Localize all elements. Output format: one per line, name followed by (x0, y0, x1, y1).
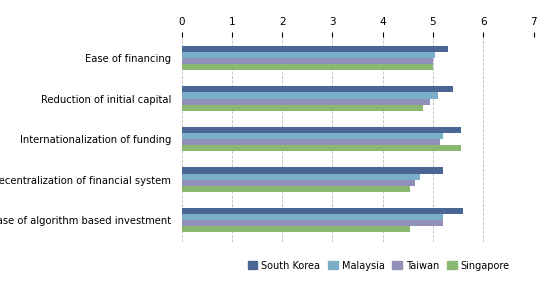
Bar (182, 180, 415, 186)
Bar (182, 99, 431, 105)
Bar (182, 145, 460, 151)
Bar (182, 52, 436, 58)
Bar (182, 186, 410, 192)
Bar (182, 86, 453, 92)
Bar (182, 92, 438, 99)
Bar (182, 46, 448, 52)
Bar (182, 105, 423, 111)
Bar (182, 58, 433, 64)
Bar (182, 226, 410, 232)
Bar (182, 174, 420, 180)
Bar (182, 127, 460, 133)
Bar (182, 133, 443, 139)
Bar (182, 214, 443, 220)
Bar (182, 220, 443, 226)
Legend: South Korea, Malaysia, Taiwan, Singapore: South Korea, Malaysia, Taiwan, Singapore (244, 257, 514, 275)
Bar (182, 167, 443, 174)
Bar (182, 139, 441, 145)
Bar (182, 64, 433, 70)
Bar (182, 208, 463, 214)
